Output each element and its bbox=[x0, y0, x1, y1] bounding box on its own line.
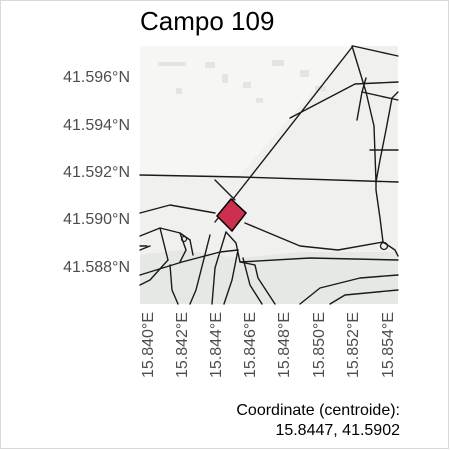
junction-ring bbox=[180, 235, 188, 243]
parcel-campo-109[interactable] bbox=[215, 197, 248, 233]
roundabout bbox=[379, 241, 389, 251]
x-tick-label: 15.852°E bbox=[345, 312, 362, 379]
y-tick-label: 41.588°N bbox=[63, 259, 130, 276]
urban-area bbox=[140, 250, 398, 304]
centroid-value: 15.8447, 41.5902 bbox=[275, 422, 400, 439]
x-tick-label: 15.850°E bbox=[311, 312, 328, 379]
x-tick-label: 15.854°E bbox=[380, 312, 397, 379]
x-tick-label: 15.844°E bbox=[208, 312, 225, 379]
light-area bbox=[140, 46, 352, 175]
road-network bbox=[139, 45, 399, 305]
map-title: Campo 109 bbox=[140, 6, 275, 36]
centroid-coordinates: Coordinate (centroide): 15.8447, 41.5902 bbox=[236, 401, 400, 441]
y-tick-label: 41.594°N bbox=[63, 117, 130, 134]
x-tick-label: 15.846°E bbox=[242, 312, 259, 379]
centroid-label: Coordinate (centroide): bbox=[236, 402, 400, 419]
x-tick-label: 15.842°E bbox=[174, 312, 191, 379]
x-tick-label: 15.848°E bbox=[276, 312, 293, 379]
y-tick-label: 41.590°N bbox=[63, 211, 130, 228]
x-tick-label: 15.840°E bbox=[140, 312, 157, 379]
y-tick-label: 41.592°N bbox=[63, 164, 130, 181]
y-tick-label: 41.596°N bbox=[63, 69, 130, 86]
